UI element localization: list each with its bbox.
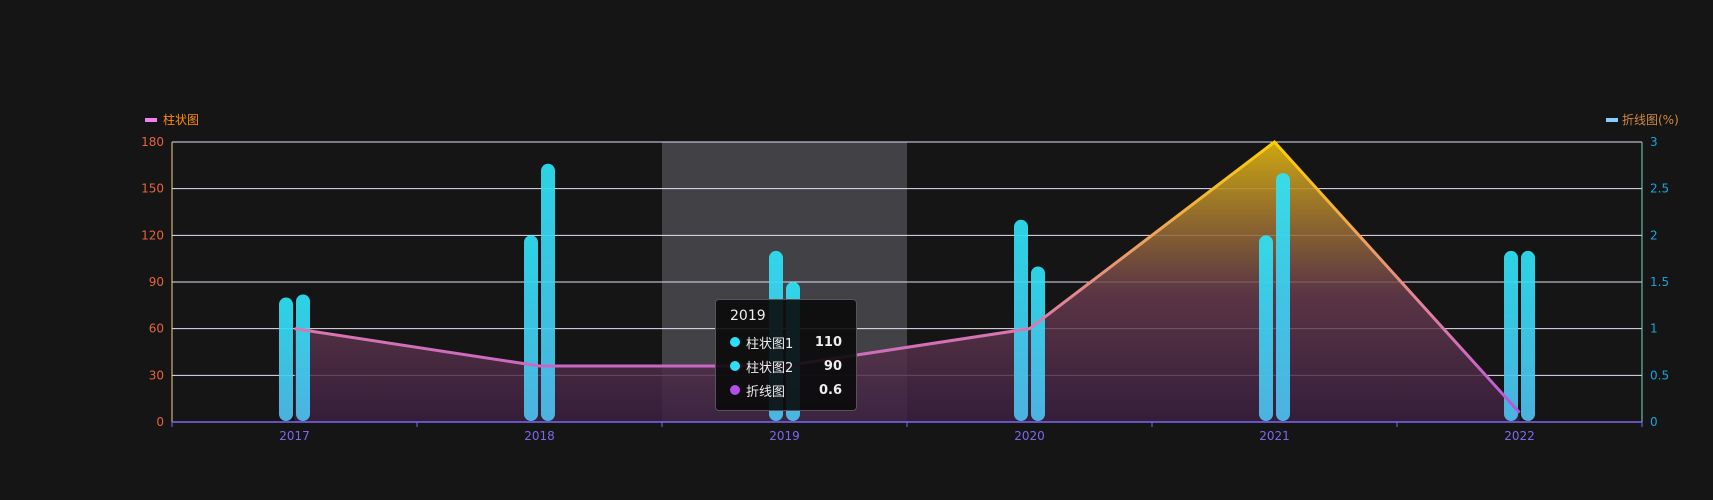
tooltip-series-name: 折线图 (746, 384, 786, 400)
x-tick-label: 2017 (279, 429, 310, 443)
tooltip-row: 柱状图1 110 (730, 330, 842, 354)
tooltip-title: 2019 (730, 308, 766, 324)
y-right-tick-label: 0 (1650, 415, 1658, 429)
y-left-tick-label: 0 (156, 415, 164, 429)
bar-柱状图2-2022 (1521, 250, 1535, 421)
bar-柱状图2-2017 (296, 294, 310, 421)
tooltip-series-value: 110 (814, 334, 842, 350)
x-tick-label: 2020 (1014, 429, 1045, 443)
y-left-tick-label: 30 (149, 368, 164, 382)
y-right-tick-label: 1 (1650, 322, 1658, 336)
line-area-fill (294, 142, 1520, 422)
legend-right-label[interactable]: 折线图(%) (1622, 112, 1679, 127)
y-right-tick-label: 0.5 (1650, 368, 1669, 382)
y-left-tick-label: 180 (141, 135, 164, 149)
x-tick-label: 2021 (1259, 429, 1290, 443)
tooltip: 2019 柱状图1 110 柱状图2 90 折线图 0.6 (715, 299, 857, 411)
legend-right-swatch[interactable] (1606, 118, 1618, 122)
y-left-tick-label: 150 (141, 182, 164, 196)
y-left-tick-label: 120 (141, 228, 164, 242)
y-right-tick-label: 2 (1650, 228, 1658, 242)
x-tick-label: 2018 (524, 429, 555, 443)
legend-left-swatch[interactable] (145, 118, 157, 122)
tooltip-series-value: 0.6 (818, 382, 842, 398)
tooltip-series-value: 90 (823, 358, 842, 374)
tooltip-series-name: 柱状图2 (746, 360, 794, 376)
series-dot-icon (730, 385, 740, 395)
y-right-tick-label: 2.5 (1650, 182, 1669, 196)
bar-柱状图2-2021 (1276, 173, 1290, 421)
bar-柱状图1-2022 (1504, 250, 1518, 421)
bar-柱状图1-2018 (524, 235, 538, 421)
tooltip-row: 折线图 0.6 (730, 378, 842, 402)
y-left-tick-label: 90 (149, 275, 164, 289)
x-tick-label: 2022 (1504, 429, 1535, 443)
bar-柱状图1-2017 (279, 297, 293, 421)
y-right-tick-label: 3 (1650, 135, 1658, 149)
legend-left-label[interactable]: 柱状图 (163, 112, 199, 127)
series-dot-icon (730, 361, 740, 371)
bar-柱状图2-2018 (541, 163, 555, 421)
x-tick-label: 2019 (769, 429, 800, 443)
tooltip-series-name: 柱状图1 (746, 336, 794, 352)
y-left-tick-label: 60 (149, 322, 164, 336)
y-right-tick-label: 1.5 (1650, 275, 1669, 289)
bar-柱状图1-2020 (1014, 219, 1028, 421)
bar-柱状图1-2021 (1259, 235, 1273, 421)
series-dot-icon (730, 337, 740, 347)
tooltip-row: 柱状图2 90 (730, 354, 842, 378)
line-series-path (294, 139, 1521, 414)
bar-柱状图2-2020 (1031, 266, 1045, 421)
